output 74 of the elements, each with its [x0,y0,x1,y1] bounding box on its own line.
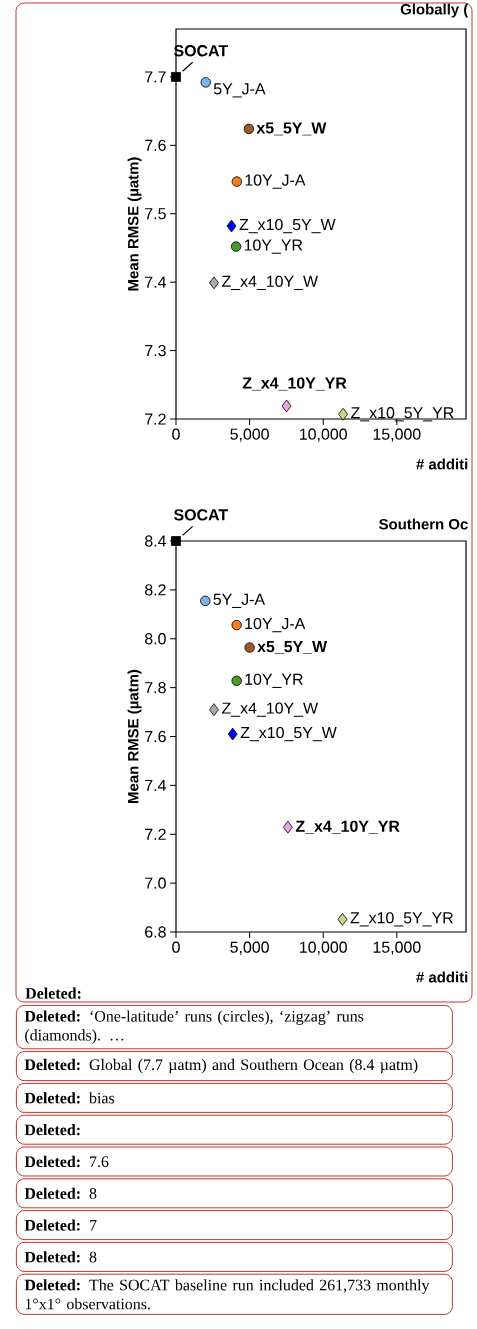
point [231,675,242,686]
point [209,276,219,290]
series-label: SOCAT [173,509,228,521]
point [200,77,211,88]
x-tick-label: 5,000 [230,428,269,442]
point [230,241,242,252]
x-tick-label: 0 [172,941,180,953]
series-label: 5Y_J-A [213,83,266,98]
legend-label: 5Y_J-A [213,593,266,608]
legend-label: Z_x10_5Y_YR [351,407,454,422]
x-tick-label: 15,000 [373,428,421,442]
y-tick-label: 8.2 [145,584,166,596]
y-tick-label: 7.2 [145,413,166,425]
series-label: Z_x4_10Y_YR [295,820,400,834]
text: Deleted: 7.6 [24,1155,109,1168]
text: Deleted: bias [24,1092,115,1104]
text: Deleted: 7 [24,1219,97,1231]
point [231,176,242,187]
point [281,399,292,413]
x-tick-label: 10,000 [300,428,347,442]
point [171,536,181,546]
series-label: 10Y_J-A [245,617,306,633]
series-label: Z_x4_10Y_YR [242,377,347,391]
series-label: Z_x10_5Y_W [240,726,337,742]
point [227,727,238,741]
x-axis-title: # additi [416,458,468,470]
y-tick-label: 7.5 [145,208,166,220]
point [231,619,242,631]
chart-title: Globally ( [400,3,469,18]
point [209,703,219,717]
y-tick-label: 8.4 [145,535,167,547]
text: Deleted: [25,987,81,999]
series-label: Z_x10_5Y_YR [350,912,453,927]
y-axis-title: Mean RMSE (µatm) [127,157,142,291]
y-tick-label: 7.6 [145,730,166,743]
x-tick-label: 0 [172,428,180,440]
text: Deleted: ‘One-latitude’ runs (circles), ‘zigzag’ runs (diamonds). … [24,1010,364,1044]
y-tick-label: 7.4 [145,276,167,288]
text: Deleted: 8 [24,1251,97,1263]
y-tick-label: 7.7 [145,71,166,83]
point [283,820,293,834]
series-label: 10Y_YR [244,239,303,254]
x-tick-label: 15,000 [373,941,421,955]
y-axis-title: Mean RMSE (µatm) [127,669,142,803]
point [337,912,348,926]
y-tick-label: 7.8 [145,682,166,694]
series-label: Z_x4_10Y_W [222,702,318,717]
series-label: Z_x10_5Y_W [239,218,336,234]
point [338,407,348,421]
point [243,123,255,135]
series-label: 10Y_YR [245,673,303,688]
y-tick-label: 7.4 [145,779,167,791]
x-tick-label: 10,000 [300,941,347,955]
chart-title: Southern Oc [379,518,468,530]
series-label: 10Y_J-A [245,174,306,189]
point [171,72,181,82]
point [244,642,255,653]
y-tick-label: 6.8 [145,926,166,938]
text: Deleted: 8 [24,1187,97,1199]
text: Deleted: Global (7.7 µatm) and Southern Ocean (8.4 µatm) [24,1058,418,1074]
point [200,595,211,607]
series-label: x5_5Y_W [257,641,328,655]
point [226,219,237,233]
y-tick-label: 8.0 [145,633,166,645]
y-tick-label: 7.3 [145,344,166,357]
text: Deleted: The SOCAT baseline run included 261,733 monthly 1°x1° observations. [24,1279,430,1310]
y-tick-label: 7.0 [145,877,166,889]
x-axis-title: # additi [416,971,468,983]
x-tick-label: 5,000 [230,941,269,955]
y-tick-label: 7.2 [145,828,166,840]
series-label: x5_5Y_W [256,122,327,136]
text: Deleted: [24,1124,80,1136]
series-label: Z_x4_10Y_W [222,275,318,290]
y-tick-label: 7.6 [145,139,166,151]
